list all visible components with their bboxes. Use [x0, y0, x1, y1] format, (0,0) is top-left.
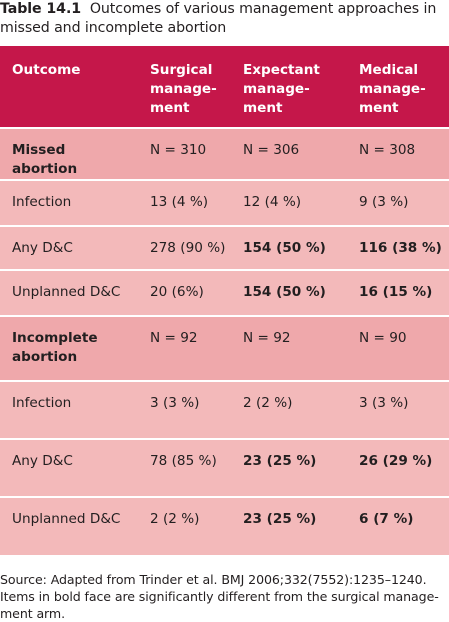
header-medical: Medical manage-ment	[359, 62, 426, 116]
cell-medical: 16 (15 %)	[347, 269, 449, 316]
header-surgical: Surgical manage-ment	[150, 62, 217, 116]
cell-surgical: 278 (90 %)	[138, 225, 231, 270]
table-caption: Table 14.1 Outcomes of various managemen…	[0, 0, 440, 38]
cell-surgical: N = 92	[138, 315, 231, 381]
table-row: Unplanned D&C 2 (2 %) 23 (25 %) 6 (7 %)	[0, 496, 449, 555]
cell-surgical: N = 310	[138, 127, 231, 180]
table-number: Table 14.1	[0, 1, 82, 17]
footnote-note: Items in bold face are significantly dif…	[0, 589, 439, 604]
cell-expectant: N = 92	[231, 315, 347, 381]
table-row: Any D&C 278 (90 %) 154 (50 %) 116 (38 %)	[0, 225, 449, 270]
row-label: Infection	[0, 179, 138, 226]
cell-surgical: 13 (4 %)	[138, 179, 231, 226]
outcomes-table: Outcome Surgical manage-ment Expectant m…	[0, 46, 449, 555]
cell-expectant: 154 (50 %)	[231, 269, 347, 316]
cell-surgical: 3 (3 %)	[138, 380, 231, 439]
cell-medical: N = 90	[347, 315, 449, 381]
row-label: Incomplete abortion	[0, 315, 138, 381]
row-label: Unplanned D&C	[0, 496, 138, 555]
header-outcome: Outcome	[12, 62, 81, 78]
row-label: Infection	[0, 380, 138, 439]
cell-medical: N = 308	[347, 127, 449, 180]
cell-medical: 26 (29 %)	[347, 438, 449, 497]
cell-medical: 3 (3 %)	[347, 380, 449, 439]
table-footnote: Source: Adapted from Trinder et al. BMJ …	[0, 571, 446, 622]
cell-expectant: 23 (25 %)	[231, 438, 347, 497]
cell-expectant: 154 (50 %)	[231, 225, 347, 270]
table-row: Infection 13 (4 %) 12 (4 %) 9 (3 %)	[0, 179, 449, 226]
table-row: Unplanned D&C 20 (6%) 154 (50 %) 16 (15 …	[0, 269, 449, 316]
footnote-note-end: ment arm.	[0, 606, 65, 621]
row-label: Unplanned D&C	[0, 269, 138, 316]
cell-expectant: 2 (2 %)	[231, 380, 347, 439]
row-label: Any D&C	[0, 438, 138, 497]
section-row-missed-abortion: Missed abortion N = 310 N = 306 N = 308	[0, 127, 449, 180]
cell-medical: 9 (3 %)	[347, 179, 449, 226]
cell-expectant: 23 (25 %)	[231, 496, 347, 555]
cell-medical: 6 (7 %)	[347, 496, 449, 555]
cell-expectant: 12 (4 %)	[231, 179, 347, 226]
footnote-source: Source: Adapted from Trinder et al. BMJ …	[0, 572, 427, 587]
section-row-incomplete-abortion: Incomplete abortion N = 92 N = 92 N = 90	[0, 315, 449, 381]
cell-surgical: 78 (85 %)	[138, 438, 231, 497]
table-header-row: Outcome Surgical manage-ment Expectant m…	[0, 46, 449, 128]
cell-surgical: 20 (6%)	[138, 269, 231, 316]
header-expectant: Expectant manage-ment	[243, 62, 320, 116]
cell-expectant: N = 306	[231, 127, 347, 180]
row-label: Missed abortion	[0, 127, 138, 180]
row-label: Any D&C	[0, 225, 138, 270]
table-title: Outcomes of various management approache…	[0, 1, 437, 36]
table-row: Infection 3 (3 %) 2 (2 %) 3 (3 %)	[0, 380, 449, 439]
cell-surgical: 2 (2 %)	[138, 496, 231, 555]
cell-medical: 116 (38 %)	[347, 225, 449, 270]
table-row: Any D&C 78 (85 %) 23 (25 %) 26 (29 %)	[0, 438, 449, 497]
